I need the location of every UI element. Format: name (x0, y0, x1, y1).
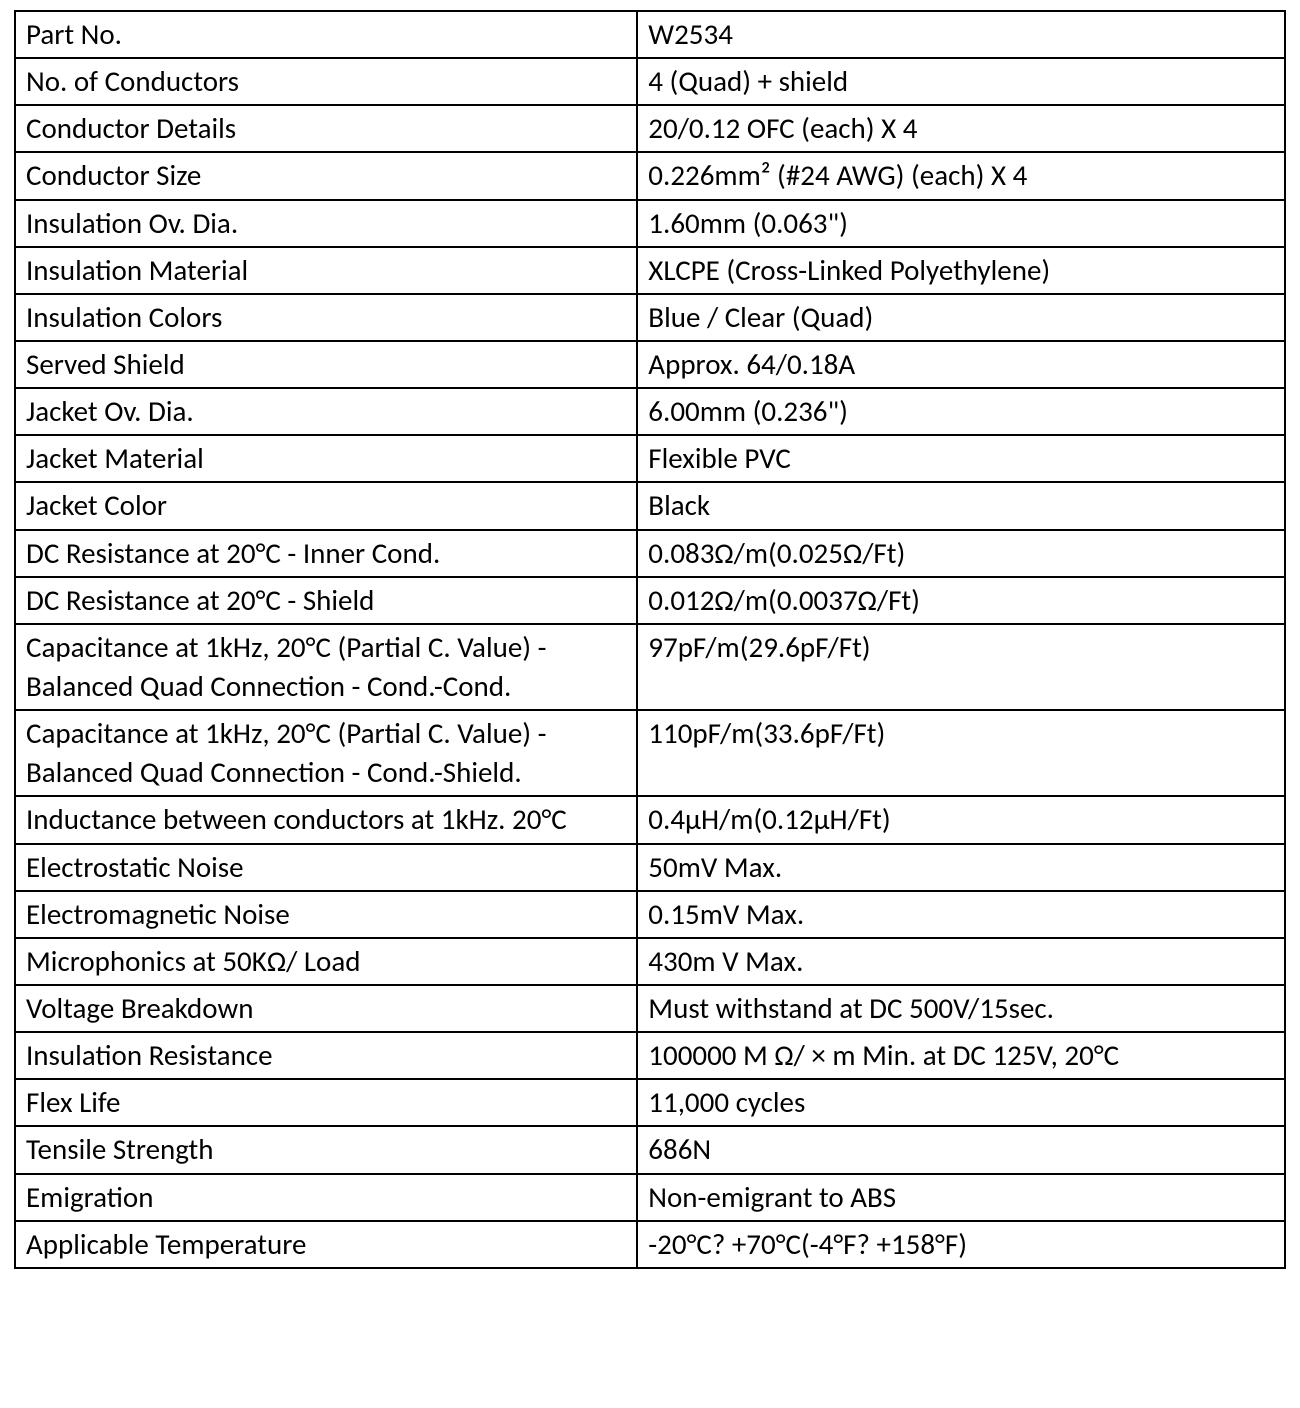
spec-label: Flex Life (15, 1079, 637, 1126)
spec-label: Jacket Material (15, 435, 637, 482)
spec-value: 686N (637, 1126, 1285, 1173)
table-row: Electromagnetic Noise0.15mV Max. (15, 891, 1285, 938)
table-row: Capacitance at 1kHz, 20°C (Partial C. Va… (15, 624, 1285, 710)
table-row: DC Resistance at 20°C - Shield0.012Ω/m(0… (15, 577, 1285, 624)
spec-value: XLCPE (Cross-Linked Polyethylene) (637, 247, 1285, 294)
table-row: Applicable Temperature-20°C? +70°C(-4°F?… (15, 1221, 1285, 1268)
spec-label: Inductance between conductors at 1kHz. 2… (15, 796, 637, 843)
table-row: Jacket MaterialFlexible PVC (15, 435, 1285, 482)
spec-label: Insulation Colors (15, 294, 637, 341)
spec-value: 0.226mm² (#24 AWG) (each) X 4 (637, 152, 1285, 199)
spec-label: Tensile Strength (15, 1126, 637, 1173)
spec-value: 0.15mV Max. (637, 891, 1285, 938)
spec-label: Conductor Size (15, 152, 637, 199)
spec-label: No. of Conductors (15, 58, 637, 105)
table-row: Insulation MaterialXLCPE (Cross-Linked P… (15, 247, 1285, 294)
spec-value: 0.012Ω/m(0.0037Ω/Ft) (637, 577, 1285, 624)
table-row: Insulation Ov. Dia.1.60mm (0.063") (15, 200, 1285, 247)
spec-value: 20/0.12 OFC (each) X 4 (637, 105, 1285, 152)
spec-value: 100000 M Ω/ × m Min. at DC 125V, 20°C (637, 1032, 1285, 1079)
table-row: Conductor Size0.226mm² (#24 AWG) (each) … (15, 152, 1285, 199)
spec-label: Insulation Material (15, 247, 637, 294)
spec-label: DC Resistance at 20°C - Inner Cond. (15, 530, 637, 577)
spec-value: -20°C? +70°C(-4°F? +158°F) (637, 1221, 1285, 1268)
spec-table-body: Part No.W2534No. of Conductors4 (Quad) +… (15, 11, 1285, 1268)
spec-label: Applicable Temperature (15, 1221, 637, 1268)
table-row: Jacket Ov. Dia.6.00mm (0.236") (15, 388, 1285, 435)
spec-table: Part No.W2534No. of Conductors4 (Quad) +… (14, 10, 1286, 1269)
spec-label: Microphonics at 50KΩ/ Load (15, 938, 637, 985)
spec-value: 50mV Max. (637, 844, 1285, 891)
table-row: EmigrationNon-emigrant to ABS (15, 1174, 1285, 1221)
table-row: Tensile Strength686N (15, 1126, 1285, 1173)
spec-value: Flexible PVC (637, 435, 1285, 482)
spec-value: 6.00mm (0.236") (637, 388, 1285, 435)
spec-value: 0.083Ω/m(0.025Ω/Ft) (637, 530, 1285, 577)
spec-value: 4 (Quad) + shield (637, 58, 1285, 105)
spec-label: Jacket Ov. Dia. (15, 388, 637, 435)
table-row: Voltage BreakdownMust withstand at DC 50… (15, 985, 1285, 1032)
table-row: Capacitance at 1kHz, 20°C (Partial C. Va… (15, 710, 1285, 796)
spec-label: Insulation Resistance (15, 1032, 637, 1079)
spec-label: Part No. (15, 11, 637, 58)
table-row: Flex Life11,000 cycles (15, 1079, 1285, 1126)
spec-label: Insulation Ov. Dia. (15, 200, 637, 247)
spec-label: Electromagnetic Noise (15, 891, 637, 938)
spec-label: Conductor Details (15, 105, 637, 152)
spec-label: Capacitance at 1kHz, 20°C (Partial C. Va… (15, 624, 637, 710)
spec-label: Electrostatic Noise (15, 844, 637, 891)
table-row: Served ShieldApprox. 64/0.18A (15, 341, 1285, 388)
table-row: Insulation ColorsBlue / Clear (Quad) (15, 294, 1285, 341)
spec-value: 1.60mm (0.063") (637, 200, 1285, 247)
table-row: Insulation Resistance100000 M Ω/ × m Min… (15, 1032, 1285, 1079)
table-row: Electrostatic Noise50mV Max. (15, 844, 1285, 891)
spec-value: Blue / Clear (Quad) (637, 294, 1285, 341)
table-row: Conductor Details20/0.12 OFC (each) X 4 (15, 105, 1285, 152)
spec-value: 11,000 cycles (637, 1079, 1285, 1126)
spec-label: Voltage Breakdown (15, 985, 637, 1032)
spec-value: 110pF/m(33.6pF/Ft) (637, 710, 1285, 796)
spec-label: Emigration (15, 1174, 637, 1221)
spec-value: 0.4µH/m(0.12µH/Ft) (637, 796, 1285, 843)
spec-sheet-page: Part No.W2534No. of Conductors4 (Quad) +… (0, 0, 1300, 1408)
spec-label: Jacket Color (15, 482, 637, 529)
table-row: Microphonics at 50KΩ/ Load430m V Max. (15, 938, 1285, 985)
spec-value: 97pF/m(29.6pF/Ft) (637, 624, 1285, 710)
table-row: Part No.W2534 (15, 11, 1285, 58)
spec-value: Black (637, 482, 1285, 529)
table-row: No. of Conductors4 (Quad) + shield (15, 58, 1285, 105)
spec-value: Approx. 64/0.18A (637, 341, 1285, 388)
spec-value: Non-emigrant to ABS (637, 1174, 1285, 1221)
spec-value: 430m V Max. (637, 938, 1285, 985)
spec-label: Served Shield (15, 341, 637, 388)
table-row: Jacket ColorBlack (15, 482, 1285, 529)
spec-value: Must withstand at DC 500V/15sec. (637, 985, 1285, 1032)
spec-label: Capacitance at 1kHz, 20°C (Partial C. Va… (15, 710, 637, 796)
table-row: DC Resistance at 20°C - Inner Cond.0.083… (15, 530, 1285, 577)
spec-value: W2534 (637, 11, 1285, 58)
spec-label: DC Resistance at 20°C - Shield (15, 577, 637, 624)
table-row: Inductance between conductors at 1kHz. 2… (15, 796, 1285, 843)
